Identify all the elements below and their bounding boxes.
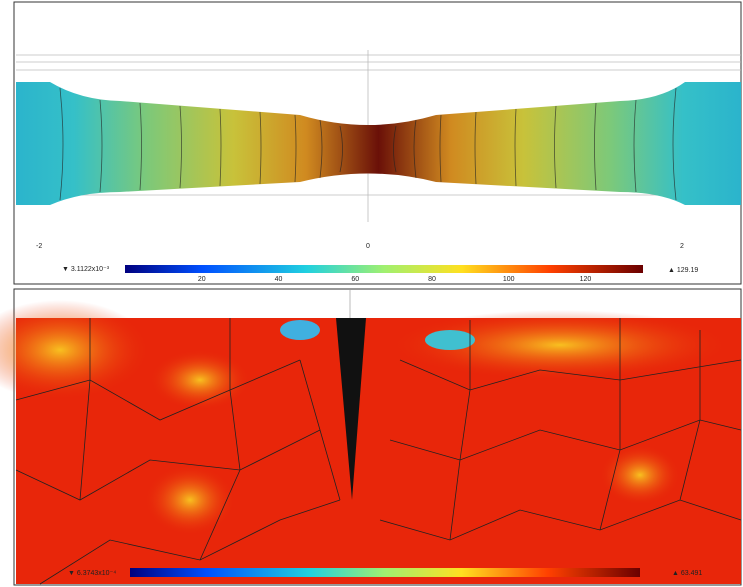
x-label: 0: [366, 243, 370, 250]
colorbar-min: ▼ 3.1122x10⁻³: [62, 266, 110, 273]
colorbar-tick: 60: [351, 276, 359, 283]
colorbar-tick: 100: [503, 276, 515, 283]
colorbar-tick: 40: [275, 276, 283, 283]
colorbar-tick: 20: [198, 276, 206, 283]
x-label: -2: [36, 243, 42, 250]
colorbar-max: ▲ 129.19: [668, 267, 698, 274]
colorbar-min: ▼ 6.3743x10⁻⁴: [68, 570, 116, 577]
screenshot: -2 0 2 ▼ 3.1122x10⁻³ ▲ 129.19 20 40 60 80 10…: [0, 0, 743, 587]
x-label: 2: [680, 243, 684, 250]
colorbar: [125, 265, 643, 273]
colorbar-tick: 120: [580, 276, 592, 283]
colorbar-tick: 80: [428, 276, 436, 283]
page: -2 0 2 ▼ 3.1122x10⁻³ ▲ 129.19 20 40 60 80 10…: [0, 0, 743, 587]
colorbar: [130, 568, 640, 577]
colorbar-max: ▲ 63.491: [672, 570, 702, 577]
